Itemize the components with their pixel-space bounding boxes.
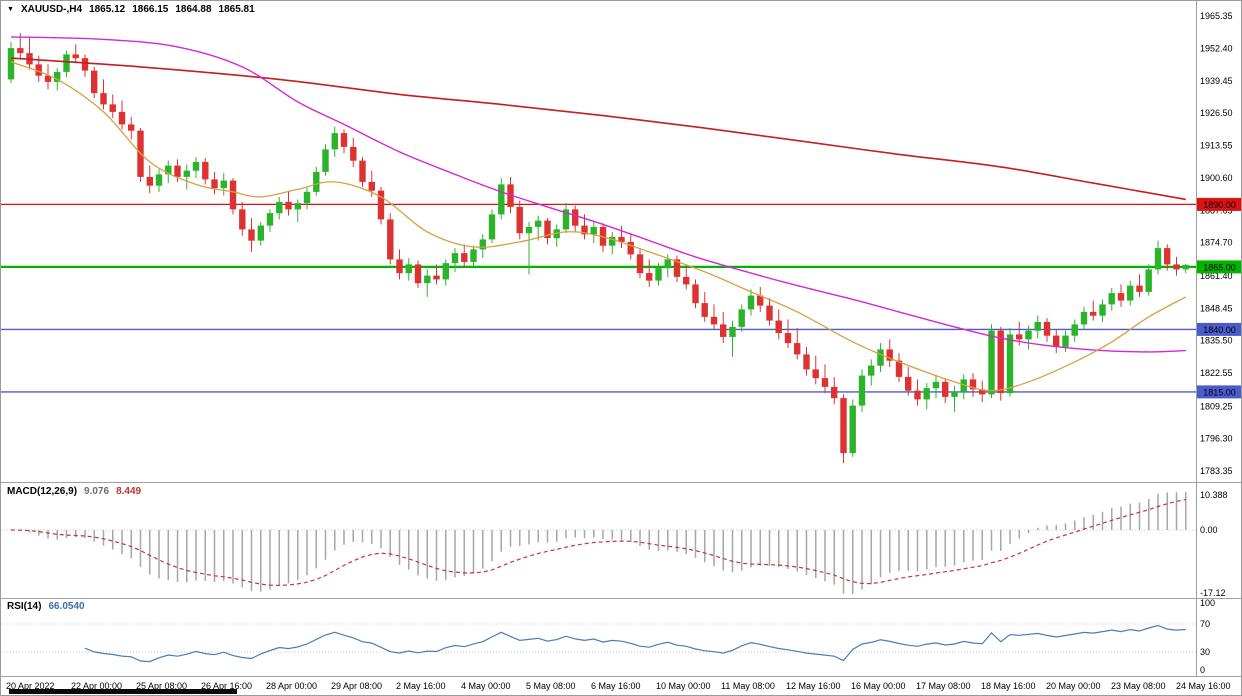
ma-mid-magenta <box>10 36 1186 353</box>
macd-histogram <box>19 492 1187 594</box>
ma-long-red <box>10 57 1186 201</box>
macd-axis[interactable]: 10.388 0.00 -17.12 <box>1200 490 1228 598</box>
svg-text:1822.55: 1822.55 <box>1200 368 1233 378</box>
svg-text:25 Apr 08:00: 25 Apr 08:00 <box>136 681 187 691</box>
svg-text:70: 70 <box>1200 619 1210 629</box>
svg-text:26 Apr 16:00: 26 Apr 16:00 <box>201 681 252 691</box>
svg-text:12 May 16:00: 12 May 16:00 <box>786 681 841 691</box>
rsi-indicator-label: RSI(14) 66.0540 <box>7 601 85 612</box>
svg-text:22 Apr 00:00: 22 Apr 00:00 <box>71 681 122 691</box>
svg-text:4 May 00:00: 4 May 00:00 <box>461 681 511 691</box>
svg-text:1809.25: 1809.25 <box>1200 401 1233 411</box>
symbol-dropdown-icon[interactable]: ▼ <box>7 5 14 13</box>
candles-layer <box>7 33 1189 464</box>
price-axis[interactable]: 1965.35 1952.40 1939.45 1926.50 1913.55 1900.… <box>1197 11 1242 476</box>
svg-text:1913.55: 1913.55 <box>1200 141 1233 151</box>
rsi-name-label: RSI(14) <box>7 601 42 612</box>
symbol-timeframe-label: XAUUSD-,H4 <box>20 4 83 15</box>
svg-text:1815.00: 1815.00 <box>1203 387 1236 397</box>
svg-text:18 May 16:00: 18 May 16:00 <box>981 681 1036 691</box>
svg-text:1848.45: 1848.45 <box>1200 303 1233 313</box>
svg-text:10.388: 10.388 <box>1200 490 1228 500</box>
svg-text:1796.30: 1796.30 <box>1200 434 1233 444</box>
svg-text:1865.00: 1865.00 <box>1203 262 1236 272</box>
svg-text:10 May 00:00: 10 May 00:00 <box>656 681 711 691</box>
svg-text:20 Apr 2022: 20 Apr 2022 <box>6 681 55 691</box>
svg-text:1861.40: 1861.40 <box>1200 271 1233 281</box>
horizontal-scrollbar[interactable] <box>9 689 237 694</box>
svg-text:1926.50: 1926.50 <box>1200 108 1233 118</box>
price-tag-1815.00: 1815.00 <box>1197 385 1241 399</box>
price-tag-1890.00: 1890.00 <box>1197 197 1241 211</box>
svg-text:23 May 08:00: 23 May 08:00 <box>1111 681 1166 691</box>
svg-text:100: 100 <box>1200 598 1215 608</box>
svg-text:20 May 00:00: 20 May 00:00 <box>1046 681 1101 691</box>
price-tag-1840.00: 1840.00 <box>1197 322 1241 336</box>
svg-text:1835.50: 1835.50 <box>1200 336 1233 346</box>
rsi-axis[interactable]: 100 70 30 0 <box>1200 598 1215 675</box>
rsi-line <box>84 624 1186 663</box>
svg-text:30: 30 <box>1200 647 1210 657</box>
chart-title-bar: ▼ XAUUSD-,H4 1865.12 1866.15 1864.88 186… <box>7 4 255 15</box>
svg-text:29 Apr 08:00: 29 Apr 08:00 <box>331 681 382 691</box>
svg-text:1890.00: 1890.00 <box>1203 200 1236 210</box>
macd-panel[interactable] <box>1 492 1197 594</box>
macd-name-label: MACD(12,26,9) <box>7 486 78 497</box>
macd-main-value: 9.076 <box>84 486 110 497</box>
svg-text:1783.35: 1783.35 <box>1200 466 1233 476</box>
rsi-panel[interactable] <box>1 623 1197 663</box>
ma-fast-orange <box>10 61 1187 392</box>
svg-text:5 May 08:00: 5 May 08:00 <box>526 681 576 691</box>
svg-text:28 Apr 00:00: 28 Apr 00:00 <box>266 681 317 691</box>
svg-text:2 May 16:00: 2 May 16:00 <box>396 681 446 691</box>
svg-text:0.00: 0.00 <box>1200 525 1218 535</box>
svg-text:1874.70: 1874.70 <box>1200 238 1233 248</box>
ohlc-high-value: 1866.15 <box>132 4 169 15</box>
ohlc-close-value: 1865.81 <box>218 4 255 15</box>
svg-text:-17.12: -17.12 <box>1200 588 1226 598</box>
svg-text:16 May 00:00: 16 May 00:00 <box>851 681 906 691</box>
svg-text:1965.35: 1965.35 <box>1200 11 1233 21</box>
time-axis[interactable]: 20 Apr 2022 22 Apr 00:00 25 Apr 08:00 26 Ap… <box>6 681 1231 691</box>
rsi-current-value: 66.0540 <box>48 601 85 612</box>
ohlc-open-value: 1865.12 <box>89 4 126 15</box>
svg-text:6 May 16:00: 6 May 16:00 <box>591 681 641 691</box>
svg-text:24 May 16:00: 24 May 16:00 <box>1176 681 1231 691</box>
panel-separators <box>1 1 1241 677</box>
price-tag-1865.00: 1865.00 <box>1197 260 1241 274</box>
svg-text:1952.40: 1952.40 <box>1200 43 1233 53</box>
macd-signal-value: 8.449 <box>116 486 142 497</box>
svg-text:11 May 08:00: 11 May 08:00 <box>721 681 775 691</box>
svg-text:1840.00: 1840.00 <box>1203 325 1236 335</box>
svg-text:1939.45: 1939.45 <box>1200 76 1233 86</box>
svg-text:1900.60: 1900.60 <box>1200 173 1233 183</box>
svg-text:0: 0 <box>1200 665 1205 675</box>
macd-indicator-label: MACD(12,26,9) 9.076 8.449 <box>7 486 141 497</box>
main-chart-panel[interactable] <box>1 33 1197 464</box>
svg-text:17 May 08:00: 17 May 08:00 <box>916 681 971 691</box>
ohlc-low-value: 1864.88 <box>175 4 212 15</box>
